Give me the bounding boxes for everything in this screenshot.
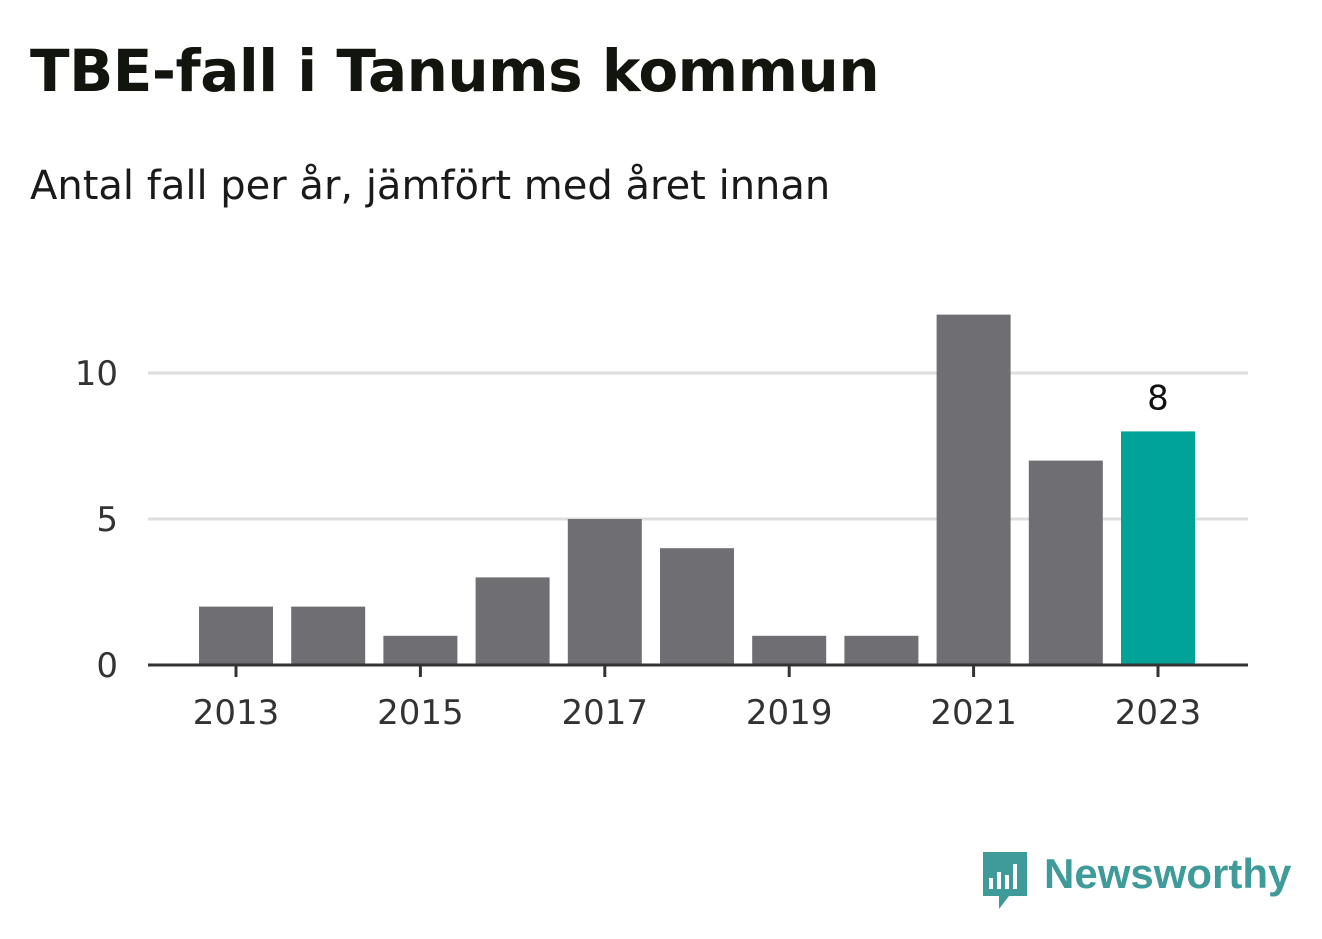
bar-2015 (383, 635, 458, 665)
bar-2018 (660, 548, 734, 665)
bar-2019 (752, 635, 827, 665)
bar-2013 (199, 606, 273, 665)
x-tick-label-2021: 2021 (930, 693, 1017, 733)
y-tick-label-10: 10 (75, 354, 118, 394)
bar-2023 (1121, 431, 1195, 665)
bar-2017 (567, 519, 642, 665)
x-tick-label-2023: 2023 (1115, 693, 1202, 733)
x-tick-label-2013: 2013 (193, 693, 280, 733)
bar-2020 (844, 635, 919, 665)
bar-2022 (1028, 460, 1103, 665)
chart-subtitle: Antal fall per år, jämfört med året inna… (30, 163, 831, 209)
bar-2021 (936, 314, 1011, 665)
x-tick-label-2015: 2015 (377, 693, 464, 733)
y-tick-label-0: 0 (96, 646, 118, 686)
bar-chart: 0 5 10 2013 2015 2017 2019 2021 2023 8 (75, 314, 1248, 733)
bar-2016 (475, 577, 550, 665)
bars (199, 314, 1195, 665)
y-tick-label-5: 5 (96, 500, 118, 540)
chart-title: TBE-fall i Tanums kommun (30, 37, 880, 105)
x-tick-label-2019: 2019 (746, 693, 833, 733)
bar-2014 (291, 606, 366, 665)
y-axis-ticks: 0 5 10 (75, 354, 118, 686)
newsworthy-logo: Newsworthy (980, 848, 1291, 912)
data-labels: 8 (1147, 378, 1169, 418)
newsworthy-logo-icon (983, 852, 1027, 909)
data-label-2023: 8 (1147, 378, 1169, 418)
newsworthy-logo-text: Newsworthy (1044, 850, 1292, 897)
x-axis-ticks: 2013 2015 2017 2019 2021 2023 (193, 665, 1202, 733)
x-tick-label-2017: 2017 (562, 693, 649, 733)
